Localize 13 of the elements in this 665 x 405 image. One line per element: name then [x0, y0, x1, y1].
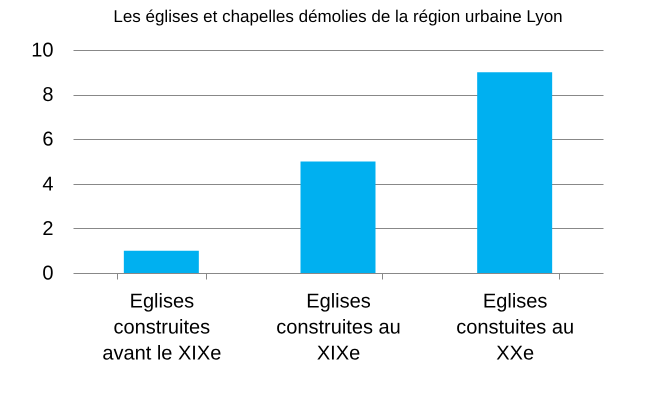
bar — [124, 250, 199, 273]
chart-title: Les églises et chapelles démolies de la région urbaine Lyon — [113, 7, 563, 26]
y-tick-label: 0 — [42, 262, 54, 284]
y-tick-label: 8 — [42, 84, 54, 106]
x-tick-label: Eglises construites avant le XIXe — [102, 290, 222, 364]
x-tick-label: Eglises constuites au XXe — [456, 290, 574, 364]
y-tick-label: 10 — [31, 40, 54, 62]
x-tick-label: Eglises construites au XIXe — [276, 290, 401, 364]
y-tick-label: 4 — [42, 173, 54, 196]
y-tick-label: 6 — [42, 128, 54, 151]
y-tick-label: 2 — [42, 218, 54, 240]
bar — [300, 162, 376, 273]
bar — [477, 72, 552, 273]
